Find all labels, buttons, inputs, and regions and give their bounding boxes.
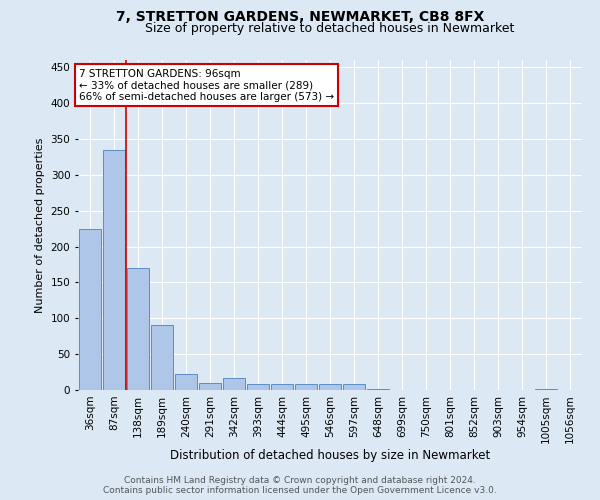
- Bar: [151, 326, 173, 390]
- Bar: [367, 388, 389, 390]
- Bar: [175, 374, 197, 390]
- Bar: [343, 384, 365, 390]
- Bar: [127, 268, 149, 390]
- Bar: [271, 384, 293, 390]
- Title: Size of property relative to detached houses in Newmarket: Size of property relative to detached ho…: [145, 22, 515, 35]
- Bar: [199, 383, 221, 390]
- Bar: [319, 384, 341, 390]
- Bar: [79, 228, 101, 390]
- Text: 7 STRETTON GARDENS: 96sqm
← 33% of detached houses are smaller (289)
66% of semi: 7 STRETTON GARDENS: 96sqm ← 33% of detac…: [79, 68, 334, 102]
- Text: Contains HM Land Registry data © Crown copyright and database right 2024.
Contai: Contains HM Land Registry data © Crown c…: [103, 476, 497, 495]
- Bar: [295, 384, 317, 390]
- Bar: [535, 388, 557, 390]
- Y-axis label: Number of detached properties: Number of detached properties: [35, 138, 45, 312]
- Text: 7, STRETTON GARDENS, NEWMARKET, CB8 8FX: 7, STRETTON GARDENS, NEWMARKET, CB8 8FX: [116, 10, 484, 24]
- Bar: [247, 384, 269, 390]
- Bar: [103, 150, 125, 390]
- Bar: [223, 378, 245, 390]
- X-axis label: Distribution of detached houses by size in Newmarket: Distribution of detached houses by size …: [170, 449, 490, 462]
